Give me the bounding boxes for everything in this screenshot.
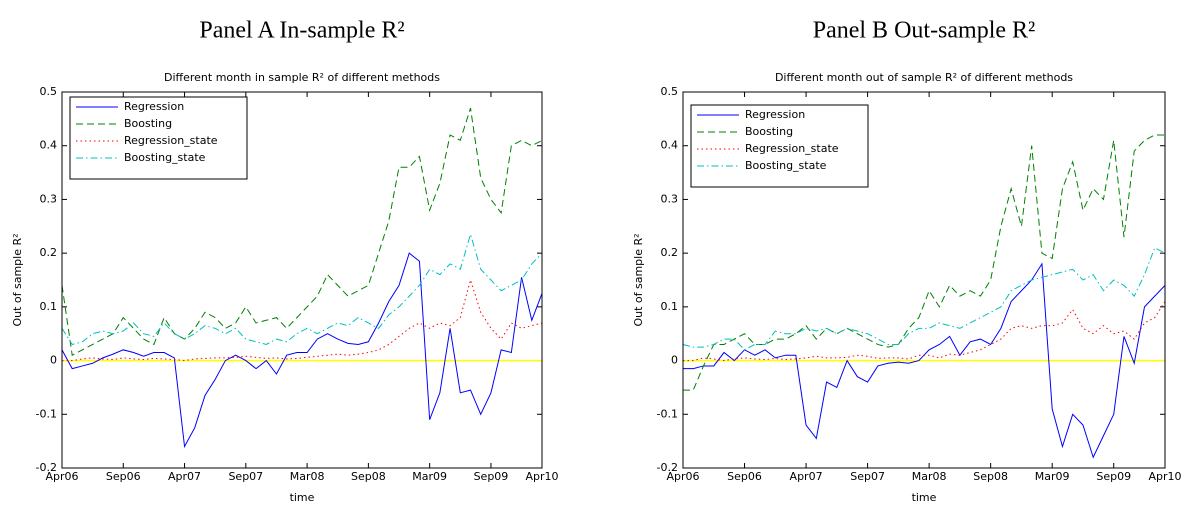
y-tick-label: 0.3 <box>40 192 58 205</box>
y-tick-label: 0.5 <box>661 85 679 98</box>
legend-label: Boosting <box>745 125 793 138</box>
series-line <box>683 301 1166 362</box>
y-tick-label: 0.2 <box>661 246 679 259</box>
chart-title: Different month out of sample R² of diff… <box>775 71 1073 84</box>
x-axis-label: time <box>290 491 315 504</box>
x-tick-label: Apr06 <box>45 470 78 483</box>
legend-label: Boosting_state <box>124 151 206 164</box>
x-tick-label: Apr10 <box>525 470 558 483</box>
y-axis-label: Out of sample R² <box>11 233 24 326</box>
y-tick-label: 0.1 <box>661 300 679 313</box>
x-tick-label: Apr06 <box>666 470 699 483</box>
chart-title: Different month in sample R² of differen… <box>164 71 440 84</box>
legend-label: Regression_state <box>745 142 839 155</box>
y-tick-label: 0 <box>671 354 678 367</box>
y-tick-label: -0.2 <box>657 461 678 474</box>
x-tick-label: Apr10 <box>1148 470 1181 483</box>
x-tick-label: Mar09 <box>412 470 447 483</box>
legend-label: Regression <box>745 108 805 121</box>
legend-label: Boosting <box>124 117 172 130</box>
axes-frame <box>682 91 1166 469</box>
x-tick-label: Sep06 <box>106 470 141 483</box>
legend-label: Regression_state <box>124 134 218 147</box>
legend-box <box>690 104 869 188</box>
y-tick-label: -0.1 <box>657 407 678 420</box>
panel-title: Panel A In-sample R² <box>199 18 404 44</box>
panel-title: Panel B Out-sample R² <box>813 18 1036 44</box>
y-tick-label: 0.1 <box>40 300 58 313</box>
y-tick-label: 0 <box>50 354 57 367</box>
series-line <box>682 247 1166 351</box>
x-axis-label: time <box>912 491 937 504</box>
y-tick-label: 0.4 <box>661 139 679 152</box>
x-tick-label: Mar08 <box>912 470 947 483</box>
x-tick-label: Sep08 <box>973 470 1008 483</box>
series-line <box>683 134 1165 391</box>
y-tick-label: 0.3 <box>661 192 679 205</box>
legend-label: Regression <box>124 100 184 113</box>
series-line <box>61 232 543 346</box>
x-tick-label: Apr07 <box>168 470 201 483</box>
legend-box <box>69 96 248 180</box>
x-tick-label: Sep08 <box>351 470 386 483</box>
x-tick-label: Mar08 <box>290 470 325 483</box>
y-tick-label: 0.2 <box>40 246 58 259</box>
y-tick-label: -0.1 <box>36 407 57 420</box>
x-tick-label: Sep07 <box>850 470 885 483</box>
y-tick-label: 0.5 <box>40 85 58 98</box>
x-tick-label: Sep09 <box>1096 470 1131 483</box>
x-tick-label: Apr07 <box>790 470 823 483</box>
legend-label: Boosting_state <box>745 159 827 172</box>
y-tick-label: -0.2 <box>36 461 57 474</box>
series-line <box>61 252 543 449</box>
x-tick-label: Sep06 <box>727 470 762 483</box>
x-tick-label: Sep07 <box>228 470 263 483</box>
x-tick-label: Mar09 <box>1035 470 1070 483</box>
axes-frame <box>61 91 543 469</box>
y-tick-label: 0.4 <box>40 139 58 152</box>
x-tick-label: Sep09 <box>474 470 509 483</box>
y-axis-label: Out of sample R² <box>632 233 645 326</box>
